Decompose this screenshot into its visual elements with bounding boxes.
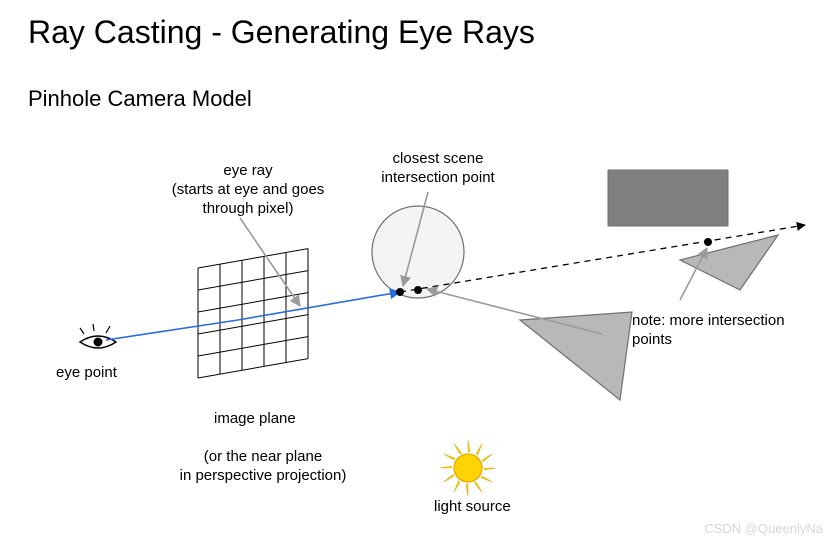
watermark-text: CSDN @QueenlyNa [704, 521, 823, 536]
diagram-canvas [0, 0, 831, 542]
pointer-arrow-more-2 [680, 248, 707, 300]
eye-point-label: eye point [56, 364, 117, 383]
pointer-arrow-more-1 [427, 289, 602, 334]
sun-icon [440, 440, 496, 496]
eye-icon [80, 324, 116, 348]
scene-box [608, 170, 728, 226]
eye-ray-label: eye ray(starts at eye and goesthrough pi… [148, 162, 348, 218]
closest-point-label: closest sceneintersection point [358, 150, 518, 188]
intersection-dot-0 [396, 288, 404, 296]
more-points-label: note: more intersectionpoints [632, 312, 812, 350]
image-plane-grid [198, 249, 308, 378]
intersection-dot-1 [414, 286, 422, 294]
intersection-dot-2 [704, 238, 712, 246]
image-plane-label: image plane [214, 410, 296, 429]
light-source-label: light source [434, 498, 511, 517]
scene-sphere [372, 206, 464, 298]
near-plane-label: (or the near planein perspective project… [148, 448, 378, 486]
scene-triangle-1 [520, 312, 632, 400]
